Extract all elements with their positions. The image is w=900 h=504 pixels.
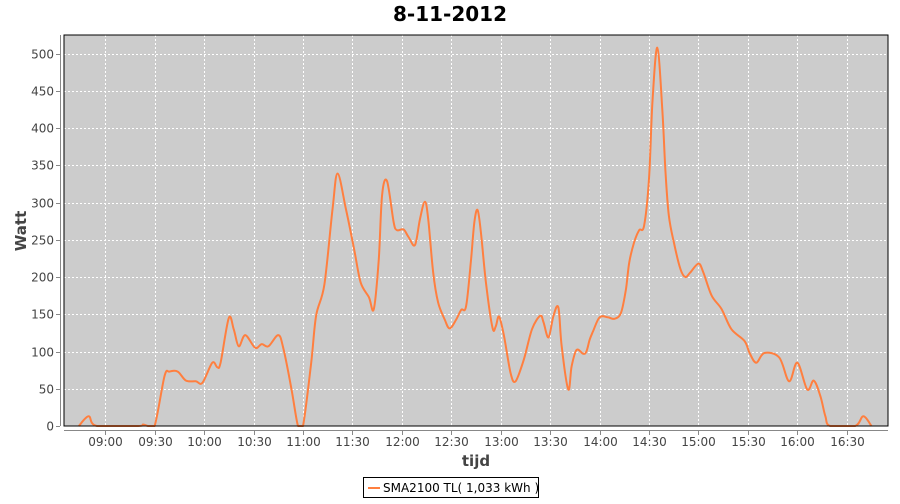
x-tick-label: 12:00 (385, 435, 420, 449)
y-tick-label: 350 (31, 159, 54, 173)
x-tick-label: 15:00 (681, 435, 716, 449)
y-axis-label: Watt (12, 211, 30, 251)
y-tick-label: 50 (39, 383, 54, 397)
x-tick-label: 16:00 (780, 435, 815, 449)
y-tick-label: 100 (31, 346, 54, 360)
x-tick-label: 13:00 (484, 435, 519, 449)
x-tick-label: 11:30 (335, 435, 370, 449)
y-tick-label: 200 (31, 271, 54, 285)
x-tick-label: 11:00 (286, 435, 321, 449)
y-tick-label: 250 (31, 234, 54, 248)
legend-label: SMA2100 TL( 1,033 kWh ) (383, 481, 539, 495)
legend: SMA2100 TL( 1,033 kWh ) (363, 477, 539, 498)
x-tick-label: 14:00 (583, 435, 618, 449)
x-tick-label: 14:30 (632, 435, 667, 449)
x-tick-label: 09:30 (138, 435, 173, 449)
plot-area (64, 35, 888, 426)
y-tick-label: 500 (31, 48, 54, 62)
chart-title: 8-11-2012 (393, 2, 507, 26)
x-tick-label: 12:30 (434, 435, 469, 449)
y-tick-label: 450 (31, 85, 54, 99)
series-line (78, 46, 873, 427)
x-tick-label: 10:30 (237, 435, 272, 449)
plot-border (63, 34, 889, 427)
x-axis-label: tijd (462, 452, 490, 470)
x-tick-label: 10:00 (187, 435, 222, 449)
x-tick-label: 16:30 (830, 435, 865, 449)
y-tick-label: 150 (31, 308, 54, 322)
x-tick-label: 09:00 (88, 435, 123, 449)
y-axis-ticks: 0 50 100 150 200 250 300 350 400 450 500 (31, 48, 60, 434)
x-axis-ticks: 09:00 09:30 10:00 10:30 11:00 11:30 12:00 12:30… (88, 431, 865, 449)
y-tick-label: 300 (31, 197, 54, 211)
x-tick-label: 13:30 (533, 435, 568, 449)
grid-lines (64, 35, 888, 426)
series-group (78, 46, 873, 427)
y-tick-label: 0 (46, 420, 54, 434)
x-tick-label: 15:30 (731, 435, 766, 449)
y-tick-label: 400 (31, 122, 54, 136)
legend-box (363, 477, 539, 498)
